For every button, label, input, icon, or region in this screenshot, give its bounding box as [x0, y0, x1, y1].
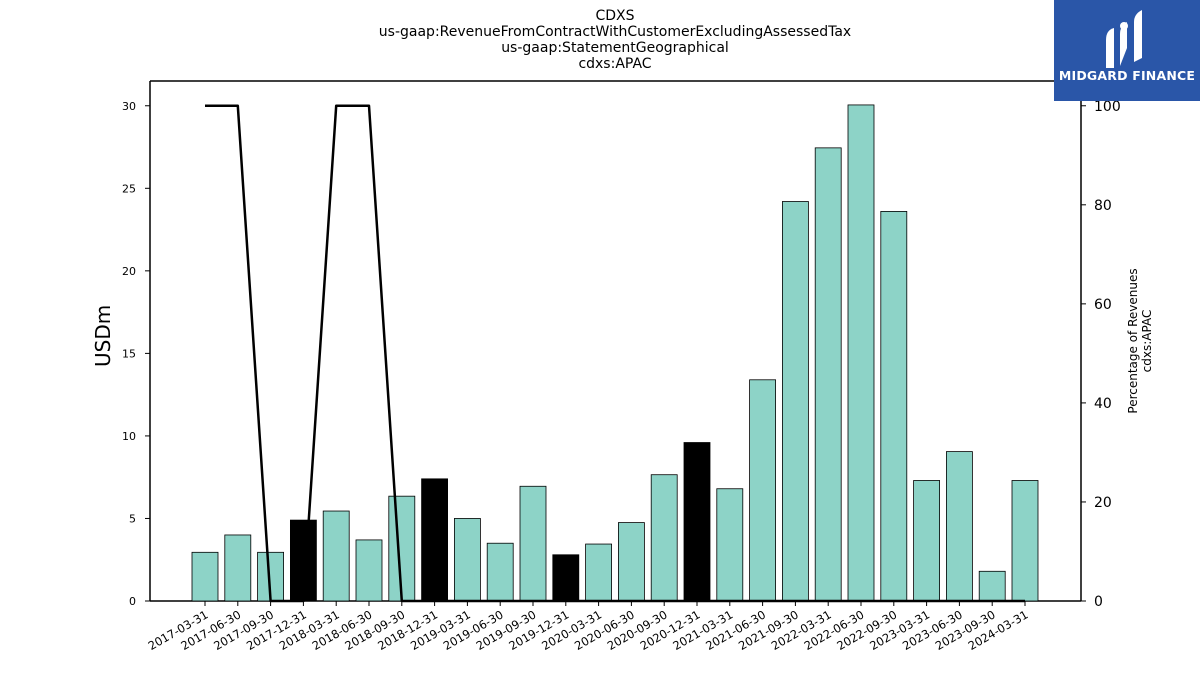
- bar: [782, 201, 809, 602]
- y-tick-label: 15: [122, 347, 136, 360]
- bar: [716, 488, 744, 602]
- bar: [191, 551, 219, 602]
- y2-axis-title: Percentage of Revenues cdxs:APAC: [1126, 261, 1154, 421]
- y2-tick-label: 40: [1094, 396, 1112, 412]
- chart-title-line-4: cdxs:APAC: [578, 56, 652, 72]
- logo-text: MIDGARD FINANCE: [1058, 68, 1196, 83]
- bar: [978, 570, 1006, 602]
- y2-tick-label: 100: [1094, 99, 1121, 115]
- bar: [913, 480, 940, 602]
- percentage-line: [205, 104, 1025, 603]
- bar: [946, 451, 973, 602]
- bar: [486, 542, 514, 602]
- chart-title-line-2: us-gaap:RevenueFromContractWithCustomerE…: [378, 24, 852, 40]
- y-tick-label: 20: [122, 265, 136, 278]
- y-tick-label: 10: [122, 430, 136, 443]
- bar: [749, 379, 776, 602]
- bar: [552, 554, 580, 602]
- bar: [683, 442, 711, 602]
- y-tick-label: 25: [122, 182, 136, 195]
- bar: [322, 510, 350, 602]
- bar: [1011, 480, 1039, 602]
- bar: [650, 474, 678, 602]
- bar: [519, 485, 547, 602]
- chart-title-line-3: us-gaap:StatementGeographical: [501, 40, 729, 56]
- y-tick-label: 0: [129, 595, 136, 608]
- y2-tick-label: 80: [1094, 198, 1112, 214]
- y2-tick-label: 0: [1094, 594, 1103, 610]
- bar: [618, 522, 645, 602]
- bar: [421, 478, 449, 602]
- bar: [585, 543, 612, 602]
- bar: [814, 147, 842, 602]
- y-tick-label: 5: [129, 512, 136, 525]
- y2-tick-label: 20: [1094, 495, 1112, 511]
- y2-axis-title-line-2: cdxs:APAC: [1140, 309, 1154, 373]
- midgard-logo-icon: [1106, 10, 1142, 68]
- bar: [847, 104, 875, 602]
- y2-axis-title-line-1: Percentage of Revenues: [1126, 268, 1140, 414]
- chart-title-line-1: CDXS: [595, 8, 635, 24]
- y2-tick-label: 60: [1094, 297, 1112, 313]
- y-tick-label: 30: [122, 100, 136, 113]
- y-axis-title: USDm: [91, 304, 115, 367]
- bar: [880, 211, 908, 602]
- bar: [453, 518, 481, 602]
- bar: [355, 539, 383, 602]
- bar: [224, 534, 252, 602]
- midgard-logo: MIDGARD FINANCE: [1054, 0, 1200, 101]
